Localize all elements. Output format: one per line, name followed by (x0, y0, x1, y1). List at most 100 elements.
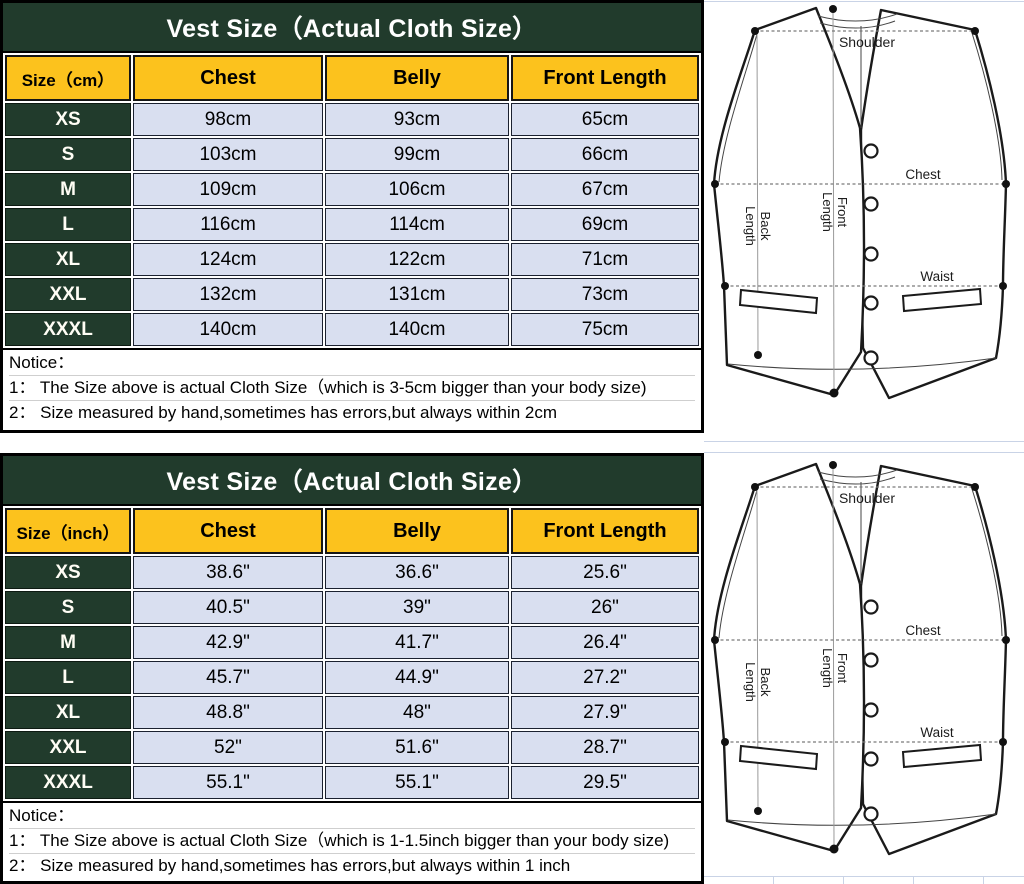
front-length-value: 73cm (511, 278, 699, 311)
front-length-label: FrontLength (820, 648, 850, 688)
row-size-label: XXXL (5, 313, 131, 346)
notice-line-1: 1： The Size above is actual Cloth Size（w… (9, 829, 695, 855)
chest-value: 42.9" (133, 626, 323, 659)
notice-heading: Notice： (9, 351, 695, 377)
belly-value: 44.9" (325, 661, 509, 694)
table-row: XL 124cm 122cm 71cm (5, 243, 699, 276)
belly-value: 99cm (325, 138, 509, 171)
chest-value: 55.1" (133, 766, 323, 799)
belly-value: 51.6" (325, 731, 509, 764)
chest-value: 140cm (133, 313, 323, 346)
column-header-chest: Chest (133, 508, 323, 554)
buttons (863, 143, 879, 366)
belly-value: 106cm (325, 173, 509, 206)
row-size-label: L (5, 661, 131, 694)
vest-illustration-area-cm: Shoulder Chest Waist BackLength FrontLen… (704, 0, 1024, 433)
front-length-value: 75cm (511, 313, 699, 346)
pockets (738, 743, 983, 771)
row-size-label: M (5, 626, 131, 659)
chest-value: 45.7" (133, 661, 323, 694)
waist-label: Waist (920, 269, 953, 284)
gridline (704, 452, 1024, 453)
chest-value: 103cm (133, 138, 323, 171)
belly-value: 39" (325, 591, 509, 624)
seam-details (718, 13, 1003, 370)
column-header-front-length: Front Length (511, 55, 699, 101)
notice-line-2: 2： Size measured by hand,sometimes has e… (9, 403, 558, 423)
row-size-label: L (5, 208, 131, 241)
belly-value: 93cm (325, 103, 509, 136)
shoulder-label: Shoulder (839, 34, 895, 50)
table-title-cm: Vest Size（Actual Cloth Size） (3, 3, 701, 53)
front-length-value: 28.7" (511, 731, 699, 764)
size-section-inch: Vest Size（Actual Cloth Size） Size（inch） … (0, 453, 1024, 884)
notice-cm: Notice： 1： The Size above is actual Clot… (3, 348, 701, 430)
row-size-label: XS (5, 556, 131, 589)
table-title-inch: Vest Size（Actual Cloth Size） (3, 456, 701, 506)
belly-value: 36.6" (325, 556, 509, 589)
row-size-label: XXXL (5, 766, 131, 799)
vest-illustration-area-inch: Shoulder Chest Waist BackLength FrontLen… (704, 453, 1024, 884)
gridline (773, 876, 774, 884)
table-row: L 45.7" 44.9" 27.2" (5, 661, 699, 694)
back-length-label: BackLength (743, 206, 773, 246)
row-size-label: S (5, 138, 131, 171)
belly-value: 131cm (325, 278, 509, 311)
size-section-cm: Vest Size（Actual Cloth Size） Size（cm） Ch… (0, 0, 1024, 433)
front-length-value: 27.9" (511, 696, 699, 729)
measure-dashed-lines (715, 30, 1006, 287)
table-row: XS 98cm 93cm 65cm (5, 103, 699, 136)
buttons (863, 599, 879, 822)
table-row: L 116cm 114cm 69cm (5, 208, 699, 241)
chest-value: 38.6" (133, 556, 323, 589)
gridline (843, 876, 844, 884)
row-size-label: XXL (5, 731, 131, 764)
size-table-block-inch: Vest Size（Actual Cloth Size） Size（inch） … (0, 453, 704, 884)
gridline (983, 876, 984, 884)
front-length-value: 69cm (511, 208, 699, 241)
size-table-inch: Size（inch） Chest Belly Front Length XS 3… (3, 506, 701, 801)
svg-text:FrontLength: FrontLength (820, 648, 850, 688)
chest-value: 109cm (133, 173, 323, 206)
belly-value: 114cm (325, 208, 509, 241)
chest-value: 48.8" (133, 696, 323, 729)
table-row: M 42.9" 41.7" 26.4" (5, 626, 699, 659)
front-length-value: 26.4" (511, 626, 699, 659)
notice-line-1: 1： The Size above is actual Cloth Size（w… (9, 376, 695, 402)
gridline (704, 1, 1024, 2)
table-row: M 109cm 106cm 67cm (5, 173, 699, 206)
svg-text:FrontLength: FrontLength (820, 192, 850, 232)
notice-line-2: 2： Size measured by hand,sometimes has e… (9, 856, 571, 876)
chest-value: 98cm (133, 103, 323, 136)
belly-value: 48" (325, 696, 509, 729)
belly-value: 41.7" (325, 626, 509, 659)
chest-label: Chest (905, 167, 941, 182)
column-header-chest: Chest (133, 55, 323, 101)
chest-label: Chest (905, 623, 941, 638)
column-header-size: Size（inch） (5, 508, 131, 554)
chest-value: 116cm (133, 208, 323, 241)
chest-value: 40.5" (133, 591, 323, 624)
front-length-value: 65cm (511, 103, 699, 136)
chest-value: 124cm (133, 243, 323, 276)
front-length-value: 26" (511, 591, 699, 624)
svg-text:BackLength: BackLength (743, 662, 773, 702)
column-header-belly: Belly (325, 55, 509, 101)
belly-value: 55.1" (325, 766, 509, 799)
gridline (704, 876, 1024, 877)
row-size-label: XL (5, 243, 131, 276)
table-row: XS 38.6" 36.6" 25.6" (5, 556, 699, 589)
chest-value: 52" (133, 731, 323, 764)
table-row: XXXL 140cm 140cm 75cm (5, 313, 699, 346)
table-row: XXXL 55.1" 55.1" 29.5" (5, 766, 699, 799)
row-size-label: XS (5, 103, 131, 136)
waist-label: Waist (920, 725, 953, 740)
table-row: XXL 132cm 131cm 73cm (5, 278, 699, 311)
notice-heading: Notice： (9, 804, 695, 830)
measure-dots (711, 5, 1010, 398)
size-table-cm: Size（cm） Chest Belly Front Length XS 98c… (3, 53, 701, 348)
column-header-front-length: Front Length (511, 508, 699, 554)
row-size-label: S (5, 591, 131, 624)
belly-value: 122cm (325, 243, 509, 276)
